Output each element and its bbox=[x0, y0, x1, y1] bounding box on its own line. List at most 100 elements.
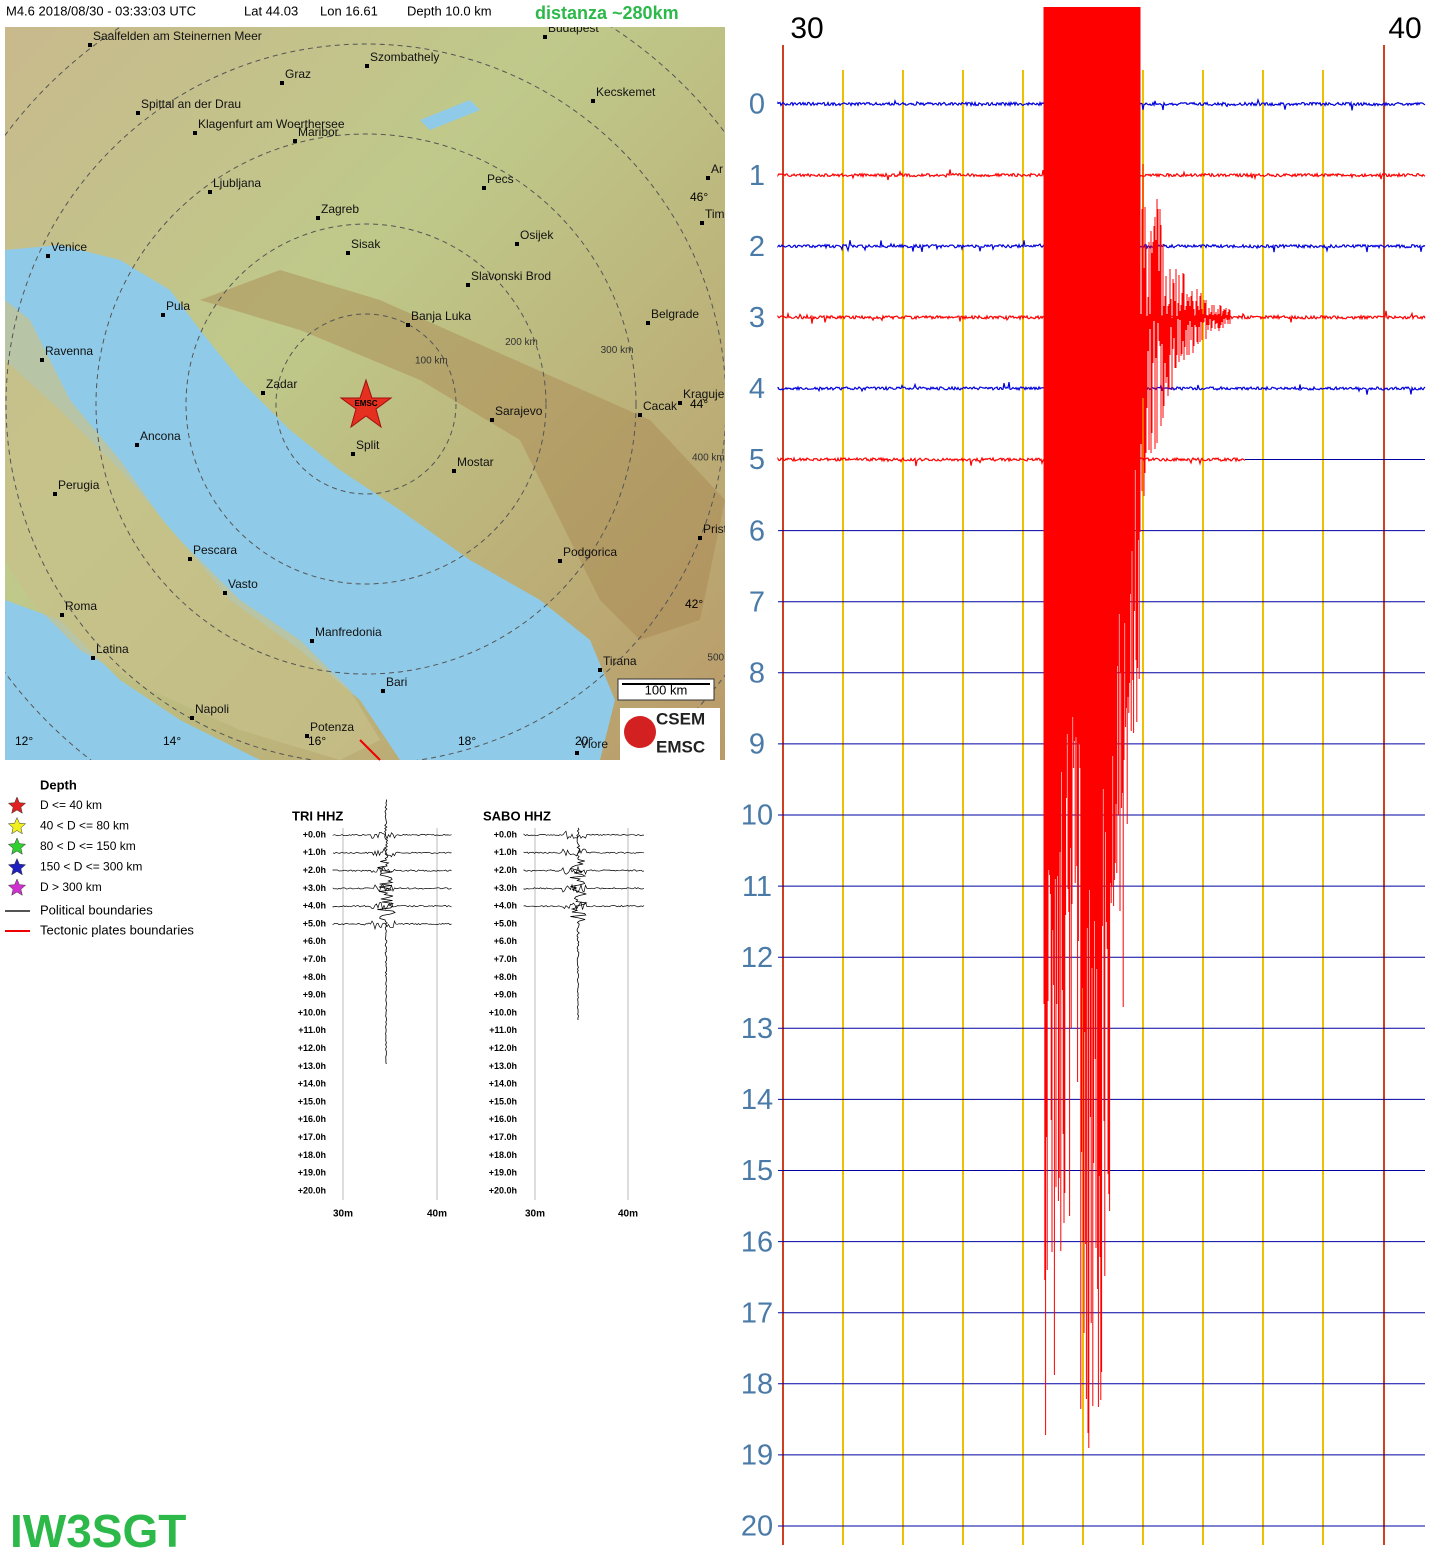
legend-label: Political boundaries bbox=[40, 902, 153, 917]
lon-label: 20° bbox=[575, 734, 593, 748]
hour-label: +9.0h bbox=[494, 990, 517, 1000]
hour-label: +3.0h bbox=[494, 883, 517, 893]
epicenter-star bbox=[339, 378, 393, 429]
row-label: 18 bbox=[741, 1368, 773, 1400]
city-label: Ravenna bbox=[45, 344, 93, 358]
hour-label: +20.0h bbox=[489, 1185, 517, 1195]
lon-label: 18° bbox=[458, 734, 476, 748]
lon-label: 16° bbox=[308, 734, 326, 748]
hour-label: +1.0h bbox=[303, 847, 326, 857]
hour-label: +20.0h bbox=[298, 1185, 326, 1195]
city-marker bbox=[638, 413, 642, 417]
map bbox=[5, 27, 725, 760]
range-label: 400 km bbox=[692, 452, 725, 463]
hour-label: +8.0h bbox=[494, 972, 517, 982]
city-label: Manfredonia bbox=[315, 625, 382, 639]
range-label: 500 km bbox=[707, 653, 740, 664]
logo-globe bbox=[624, 716, 656, 748]
city-marker bbox=[452, 469, 456, 473]
mini-burst bbox=[569, 827, 588, 1021]
hour-label: +19.0h bbox=[298, 1168, 326, 1178]
city-label: Graz bbox=[285, 67, 311, 81]
row-label: 11 bbox=[742, 871, 772, 903]
mini-trace bbox=[523, 848, 645, 857]
city-label: Prist bbox=[703, 522, 728, 536]
range-ring bbox=[5, 43, 725, 760]
row-label: 0 bbox=[749, 89, 765, 121]
mini-trace bbox=[332, 884, 452, 893]
city-label: Napoli bbox=[195, 702, 229, 716]
mini-seismograms: TRI HHZ 30m 40m +0.0h +1.0h +2.0h +3.0h +4.0h +5… bbox=[292, 799, 645, 1220]
hour-label: +18.0h bbox=[298, 1150, 326, 1160]
row-label: 6 bbox=[749, 515, 765, 547]
city-label: Roma bbox=[65, 599, 97, 613]
map-overlay: 100 km 200 km 300 km 400 km 500 km Saalfelden… bbox=[5, 21, 740, 760]
lat-label: 44° bbox=[690, 397, 708, 411]
hour-label: +11.0h bbox=[489, 1025, 517, 1035]
row-label: 16 bbox=[741, 1226, 773, 1258]
city-label: Budapest bbox=[548, 21, 599, 35]
city-label: Pula bbox=[166, 299, 190, 313]
city-label: Bari bbox=[386, 675, 407, 689]
trace bbox=[777, 453, 1246, 467]
city-marker bbox=[706, 176, 710, 180]
city-marker bbox=[310, 639, 314, 643]
city-marker bbox=[381, 689, 385, 693]
legend-star bbox=[7, 857, 27, 876]
minute-label: 30 bbox=[790, 12, 823, 45]
city-label: Mostar bbox=[457, 455, 494, 469]
hour-label: +15.0h bbox=[489, 1096, 517, 1106]
city-marker bbox=[575, 751, 579, 755]
row-label: 1 bbox=[749, 160, 765, 192]
city-marker bbox=[466, 283, 470, 287]
city-marker bbox=[515, 242, 519, 246]
row-label: 9 bbox=[749, 729, 765, 761]
row-label: 14 bbox=[741, 1084, 773, 1116]
x-label: 40m bbox=[618, 1209, 638, 1220]
city-label: Tirana bbox=[603, 654, 637, 668]
hour-label: +4.0h bbox=[303, 901, 326, 911]
city-label: Podgorica bbox=[563, 545, 617, 559]
event: M4.6 2018/08/30 - 03:33:03 UTC bbox=[6, 3, 196, 18]
hour-label: +13.0h bbox=[489, 1061, 517, 1071]
city-label: Vasto bbox=[228, 577, 258, 591]
city-marker bbox=[365, 64, 369, 68]
legend: Depth D <= 40 km 40 < D <= 80 km 80 < D <=… bbox=[5, 777, 194, 937]
hour-label: +5.0h bbox=[494, 918, 517, 928]
city-marker bbox=[60, 613, 64, 617]
city-label: Venice bbox=[51, 240, 87, 254]
city-marker bbox=[700, 221, 704, 225]
row-label: 20 bbox=[741, 1511, 773, 1543]
city-label: Cacak bbox=[643, 399, 678, 413]
hour-label: +19.0h bbox=[489, 1168, 517, 1178]
city-marker bbox=[46, 254, 50, 258]
city-marker bbox=[698, 536, 702, 540]
hour-label: +14.0h bbox=[489, 1079, 517, 1089]
hour-label: +6.0h bbox=[494, 936, 517, 946]
hour-label: +7.0h bbox=[494, 954, 517, 964]
city-marker bbox=[193, 131, 197, 135]
x-label: 40m bbox=[427, 1209, 447, 1220]
hour-label: +5.0h bbox=[303, 918, 326, 928]
mini-trace bbox=[523, 901, 645, 911]
legend-label: D > 300 km bbox=[40, 880, 102, 894]
city-marker bbox=[261, 391, 265, 395]
distance: distanza ~280km bbox=[535, 3, 679, 23]
hour-label: +1.0h bbox=[494, 847, 517, 857]
station-title: SABO HHZ bbox=[483, 808, 551, 823]
header: M4.6 2018/08/30 - 03:33:03 UTC Lat 44.03… bbox=[6, 3, 679, 23]
hour-label: +12.0h bbox=[298, 1043, 326, 1053]
city-label: Ancona bbox=[140, 429, 181, 443]
hour-label: +8.0h bbox=[303, 972, 326, 982]
range-ring bbox=[185, 223, 547, 585]
logo-text: CSEM bbox=[656, 709, 705, 728]
row-label: 7 bbox=[749, 586, 765, 618]
row-label: 10 bbox=[741, 800, 773, 832]
hour-label: +17.0h bbox=[298, 1132, 326, 1142]
city-marker bbox=[161, 313, 165, 317]
city-label: Ar bbox=[711, 162, 723, 176]
city-label: Ljubljana bbox=[213, 176, 261, 190]
city-marker bbox=[280, 81, 284, 85]
city-marker bbox=[316, 216, 320, 220]
minute-label: 40 bbox=[1388, 12, 1421, 45]
